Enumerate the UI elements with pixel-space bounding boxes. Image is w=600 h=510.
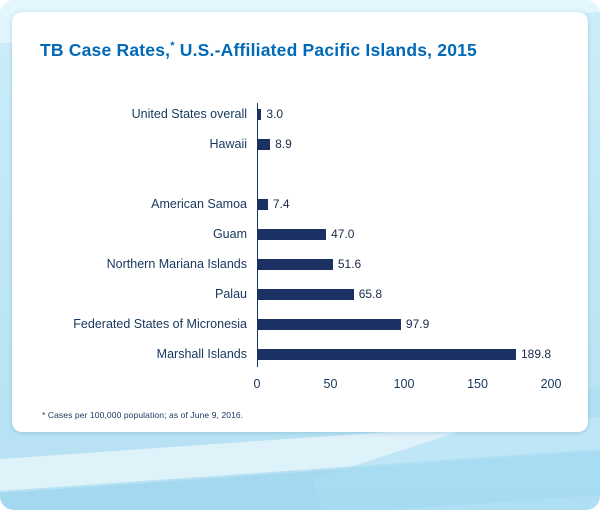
category-label: United States overall (131, 107, 247, 121)
chart-card: TB Case Rates,* U.S.-Affiliated Pacific … (12, 12, 588, 432)
value-label: 65.8 (358, 287, 383, 301)
category-label: Marshall Islands (156, 347, 247, 361)
x-axis: 0 50 100 150 200 (253, 373, 562, 395)
chart-rows: United States overall 3.0 Hawaii 8.9 America… (12, 99, 588, 369)
value-label: 189.8 (520, 347, 551, 361)
bar-track: 51.6 (257, 249, 551, 279)
bar-track: 3.0 (257, 99, 551, 129)
title-suffix: U.S.-Affiliated Pacific Islands, 2015 (174, 40, 477, 60)
chart-row: United States overall 3.0 (12, 99, 588, 129)
value-label: 47.0 (331, 227, 355, 241)
value-label: 8.9 (275, 137, 292, 151)
bar (257, 258, 333, 270)
title-asterisk: * (170, 40, 175, 53)
x-tick-label: 100 (393, 377, 415, 391)
bar (257, 198, 268, 210)
x-tick-label: 150 (467, 377, 488, 391)
bar-track: 8.9 (257, 129, 551, 159)
bar (257, 228, 327, 240)
chart-row: Palau 65.8 (12, 279, 588, 309)
value-label: 51.6 (337, 257, 362, 271)
category-label: Guam (212, 227, 247, 241)
value-label: 7.4 (272, 197, 290, 211)
row-gap (12, 159, 588, 189)
chart-row: Northern Mariana Islands 51.6 (12, 249, 588, 279)
background-stripe (0, 440, 600, 510)
footnote: * Cases per 100,000 population; as of Ju… (42, 410, 244, 420)
bar-track: 97.9 (257, 309, 551, 339)
category-label: Hawaii (209, 137, 247, 151)
chart-row: Federated States of Micronesia 97.9 (12, 309, 588, 339)
value-label: 3.0 (266, 107, 284, 121)
bar (257, 318, 401, 330)
title-text: TB Case Rates, (40, 40, 171, 60)
x-tick-label: 0 (253, 377, 261, 391)
x-tick-label: 200 (540, 377, 562, 391)
chart-row: Marshall Islands 189.8 (12, 339, 588, 369)
bar-track: 189.8 (257, 339, 551, 369)
bar-track: 7.4 (257, 189, 551, 219)
x-tick-label: 50 (323, 377, 338, 391)
bar (257, 348, 516, 360)
chart-title: TB Case Rates,* U.S.-Affiliated Pacific … (40, 40, 570, 61)
bar-track: 65.8 (257, 279, 551, 309)
value-label: 97.9 (405, 317, 430, 331)
category-label: Palau (215, 287, 247, 301)
bar (257, 108, 262, 120)
category-label: American Samoa (151, 197, 247, 211)
chart-row: Guam 47.0 (12, 219, 588, 249)
bar (257, 138, 271, 150)
category-label: Federated States of Micronesia (73, 317, 247, 331)
plot-area: United States overall 3.0 Hawaii 8.9 America… (12, 99, 588, 369)
bar-track: 47.0 (257, 219, 551, 249)
category-label: Northern Mariana Islands (106, 257, 247, 271)
bar-chart: United States overall 3.0 Hawaii 8.9 America… (12, 99, 588, 395)
chart-row: American Samoa 7.4 (12, 189, 588, 219)
chart-row: Hawaii 8.9 (12, 129, 588, 159)
bar (257, 288, 354, 300)
